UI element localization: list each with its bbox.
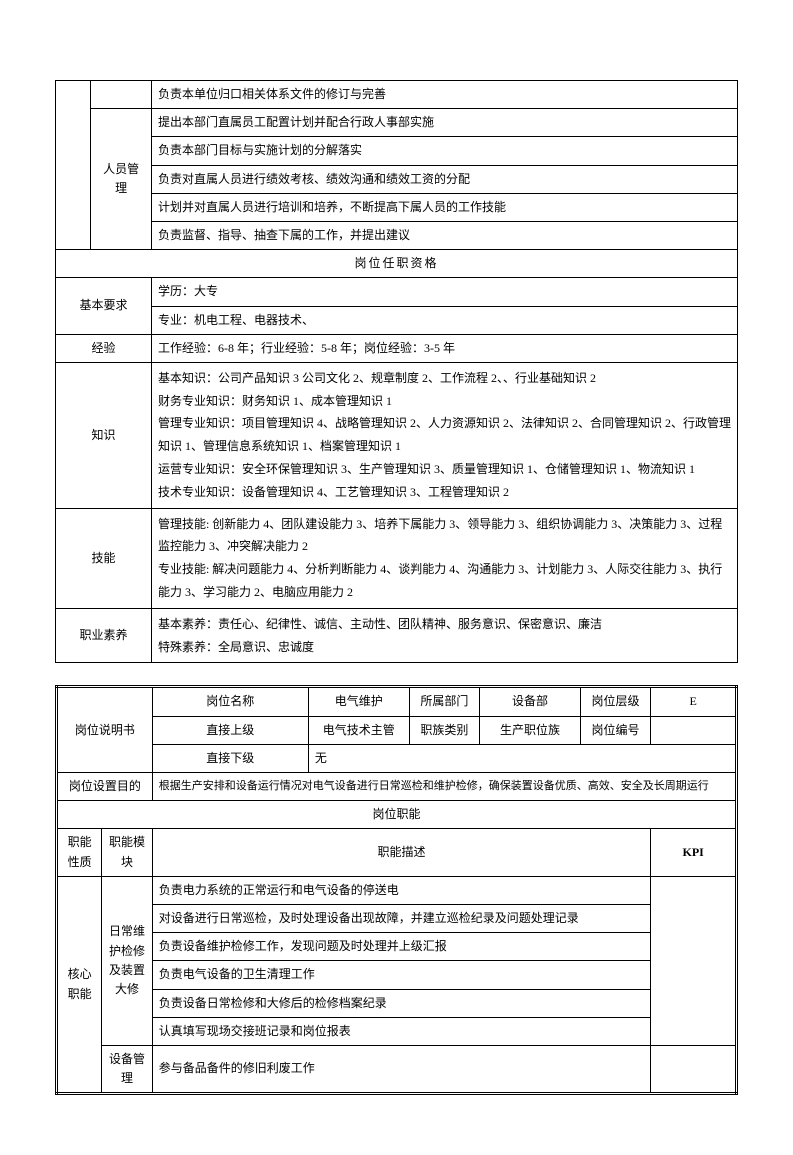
cell: 工作经验：6-8 年；行业经验：5-8 年；岗位经验：3-5 年 [151, 334, 737, 362]
dept-value: 设备部 [480, 687, 581, 716]
qualification-table: 负责本单位归口相关体系文件的修订与完善 人员管理 提出本部门直属员工配置计划并配… [55, 80, 738, 663]
professional-cell: 基本素养：责任心、纪律性、诚信、主动性、团队精神、服务意识、保密意识、廉洁 特殊… [151, 608, 737, 663]
purpose-text: 根据生产安排和设备运行情况对电气设备进行日常巡检和维护检修，确保装置设备优质、高… [152, 773, 736, 801]
family-label: 职族类别 [409, 716, 480, 744]
skill-cell: 管理技能: 创新能力 4、团队建设能力 3、培养下属能力 3、领导能力 3、组织… [151, 508, 737, 608]
kpi-col-label: KPI [651, 829, 737, 876]
cell: 参与备品备件的修旧利废工作 [152, 1045, 651, 1093]
module-col-label: 职能模块 [102, 829, 152, 876]
knowledge-cell: 基本知识：公司产品知识 3 公司文化 2、规章制度 2、工作流程 2、、行业基础… [151, 362, 737, 508]
personnel-mgmt-label: 人员管理 [91, 109, 152, 250]
function-header: 岗位职能 [57, 801, 737, 829]
code-label: 岗位编号 [580, 716, 651, 744]
sub-label: 直接下级 [152, 744, 308, 772]
cell: 负责本部门目标与实施计划的分解落实 [151, 137, 737, 165]
table-row: 负责本单位归口相关体系文件的修订与完善 [56, 81, 738, 109]
cell: 负责监督、指导、抽查下属的工作，并提出建议 [151, 221, 737, 249]
cell: 专业：机电工程、电器技术、 [151, 306, 737, 334]
sub-value: 无 [308, 744, 736, 772]
purpose-label: 岗位设置目的 [57, 773, 153, 801]
superior-label: 直接上级 [152, 716, 308, 744]
skill-label: 技能 [56, 508, 152, 608]
superior-value: 电气技术主管 [308, 716, 409, 744]
daily-module-label: 日常维护检修及装置大修 [102, 876, 152, 1045]
cell: 负责电气设备的卫生清理工作 [152, 961, 651, 989]
cell: 计划并对直属人员进行培训和培养，不断提高下属人员的工作技能 [151, 193, 737, 221]
table-row: 人员管理 提出本部门直属员工配置计划并配合行政人事部实施 [56, 109, 738, 137]
cell: 认真填写现场交接班记录和岗位报表 [152, 1017, 651, 1045]
core-func-label: 核心职能 [57, 876, 102, 1094]
basic-req-label: 基本要求 [56, 278, 152, 334]
cell: 负责设备维护检修工作，发现问题及时处理并上级汇报 [152, 933, 651, 961]
post-name-value: 电气维护 [308, 687, 409, 716]
equip-module-label: 设备管理 [102, 1045, 152, 1093]
nature-col-label: 职能性质 [57, 829, 102, 876]
professional-label: 职业素养 [56, 608, 152, 663]
cell: 负责电力系统的正常运行和电气设备的停送电 [152, 876, 651, 904]
cell: 对设备进行日常巡检，及时处理设备出现故障，并建立巡检纪录及问题处理记录 [152, 904, 651, 932]
level-label: 岗位层级 [580, 687, 651, 716]
experience-label: 经验 [56, 334, 152, 362]
code-value [651, 716, 737, 744]
cell: 负责设备日常检修和大修后的检修档案纪录 [152, 989, 651, 1017]
job-spec-table: 岗位说明书 岗位名称 电气维护 所属部门 设备部 岗位层级 E 直接上级 电气技… [55, 685, 738, 1095]
cell: 负责本单位归口相关体系文件的修订与完善 [151, 81, 737, 109]
cell: 提出本部门直属员工配置计划并配合行政人事部实施 [151, 109, 737, 137]
post-name-label: 岗位名称 [152, 687, 308, 716]
job-desc-label: 岗位说明书 [57, 687, 153, 773]
cell: 学历：大专 [151, 278, 737, 306]
desc-col-label: 职能描述 [152, 829, 651, 876]
knowledge-label: 知识 [56, 362, 152, 508]
qualification-header: 岗位任职资格 [56, 250, 738, 278]
dept-label: 所属部门 [409, 687, 480, 716]
level-value: E [651, 687, 737, 716]
cell: 负责对直属人员进行绩效考核、绩效沟通和绩效工资的分配 [151, 165, 737, 193]
family-value: 生产职位族 [480, 716, 581, 744]
